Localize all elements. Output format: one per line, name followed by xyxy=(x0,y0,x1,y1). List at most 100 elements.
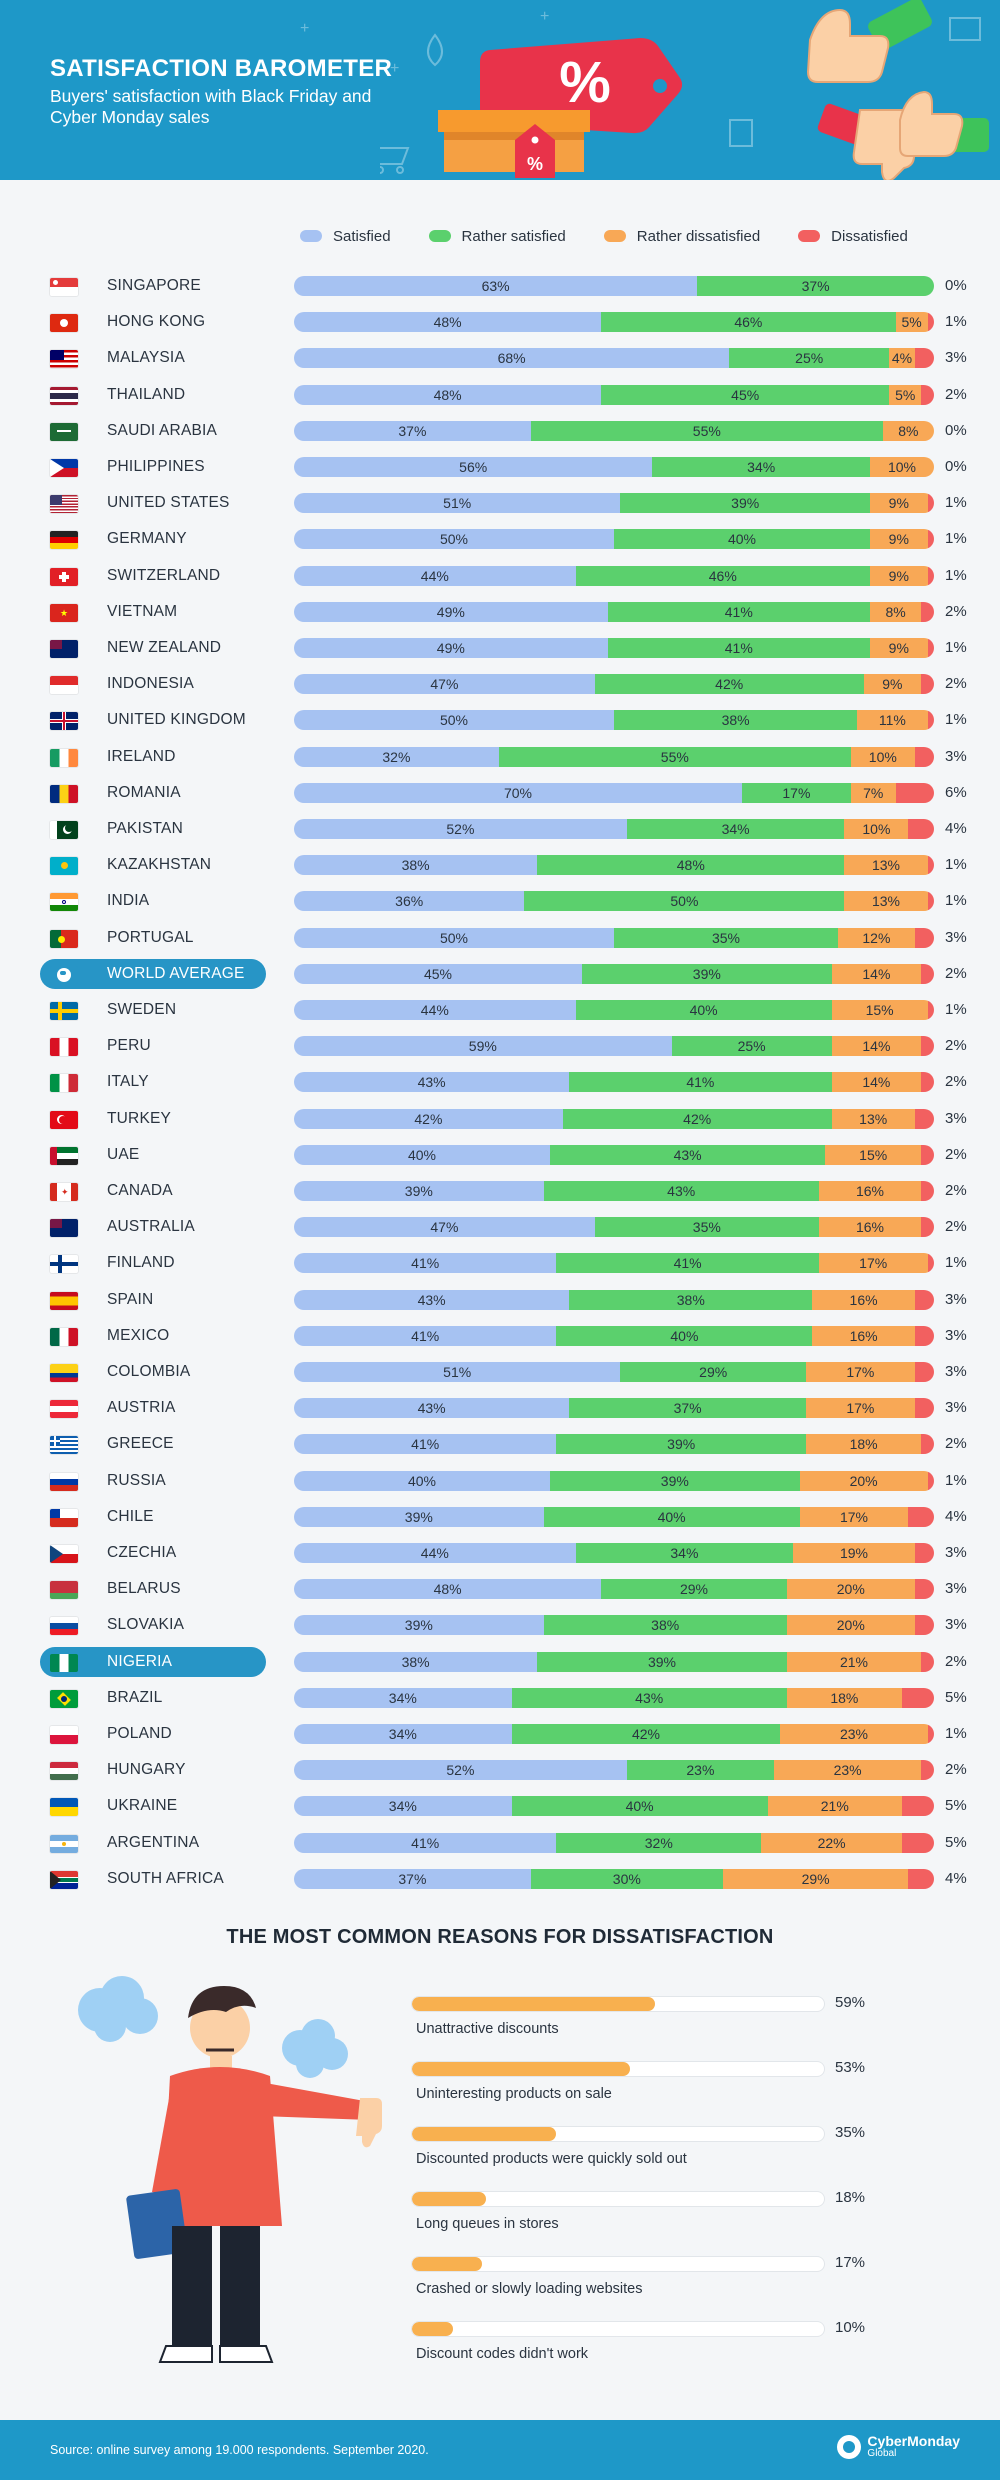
stacked-bar: 47% 42% 9% xyxy=(294,674,934,695)
flag-icon xyxy=(50,857,78,876)
flag-icon xyxy=(50,1472,78,1491)
country-row: WORLD AVERAGE 45% 39% 14% 2% xyxy=(0,956,1000,992)
satisfied-segment: 51% xyxy=(294,1362,621,1382)
country-row: HUNGARY 52% 23% 23% 2% xyxy=(0,1752,1000,1788)
sale-tag-icon: % xyxy=(480,38,683,134)
flag-icon xyxy=(50,676,78,695)
satisfied-segment: 37% xyxy=(294,1868,531,1889)
dissatisfied-segment xyxy=(901,1832,934,1853)
page-subtitle: Buyers' satisfaction with Black Friday a… xyxy=(50,86,372,127)
reason-value-label: 53% xyxy=(835,2059,866,2076)
country-name: WORLD AVERAGE xyxy=(107,964,245,982)
rather-satisfied-segment: 37% xyxy=(697,276,934,296)
dissatisfied-value-label: 2% xyxy=(945,1037,967,1055)
satisfied-segment: 39% xyxy=(294,1615,544,1636)
country-row: MEXICO 41% 40% 16% 3% xyxy=(0,1318,1000,1354)
rather-dissatisfied-segment: 22% xyxy=(761,1832,902,1853)
stacked-bar: 34% 42% 23% xyxy=(294,1724,934,1744)
country-row: TURKEY 42% 42% 13% 3% xyxy=(0,1101,1000,1137)
country-name: ARGENTINA xyxy=(107,1833,200,1851)
country-name: AUSTRALIA xyxy=(107,1218,195,1236)
country-row: SPAIN 43% 38% 16% 3% xyxy=(0,1282,1000,1318)
rather-dissatisfied-segment: 14% xyxy=(831,963,922,984)
stacked-bar: 48% 29% 20% xyxy=(294,1579,934,1600)
stacked-bar: 41% 40% 16% xyxy=(294,1325,934,1346)
country-name: BRAZIL xyxy=(107,1688,163,1706)
flag-icon xyxy=(50,784,78,803)
dissatisfied-segment xyxy=(914,348,934,369)
stacked-bar: 49% 41% 9% xyxy=(294,638,934,658)
dissatisfied-value-label: 1% xyxy=(945,1001,967,1018)
flag-icon xyxy=(50,1110,78,1129)
reasons-title: THE MOST COMMON REASONS FOR DISSATISFACT… xyxy=(226,1926,774,1948)
dissatisfied-value-label: 3% xyxy=(945,1616,967,1634)
dissatisfied-segment xyxy=(927,891,934,912)
legend-item: Satisfied xyxy=(300,228,391,245)
stacked-bar: 41% 39% 18% xyxy=(294,1434,934,1455)
country-name: IRELAND xyxy=(107,747,176,765)
legend-label: Rather dissatisfied xyxy=(636,227,761,245)
satisfied-segment: 34% xyxy=(294,1687,512,1708)
country-row: SAUDI ARABIA 37% 55% 8% 0% xyxy=(0,413,1000,449)
dissatisfied-value-label: 1% xyxy=(945,313,967,331)
rather-dissatisfied-segment: 23% xyxy=(773,1760,922,1781)
rather-satisfied-segment: 40% xyxy=(575,1000,832,1020)
rather-dissatisfied-segment: 11% xyxy=(857,710,928,731)
satisfied-segment: 48% xyxy=(294,384,602,405)
country-name: HONG KONG xyxy=(107,313,206,331)
rather-satisfied-segment: 38% xyxy=(543,1615,787,1636)
country-name: RUSSIA xyxy=(107,1471,166,1489)
reason-value-label: 10% xyxy=(835,2319,866,2336)
country-row: INDIA 36% 50% 13% 1% xyxy=(0,883,1000,919)
stacked-bar: 32% 55% 10% xyxy=(294,746,934,767)
stacked-bar: 70% 17% 7% xyxy=(294,782,934,803)
dissatisfied-value-label: 1% xyxy=(945,566,967,584)
flag-icon xyxy=(50,1146,78,1165)
dissatisfied-segment xyxy=(914,1362,934,1382)
country-name: BELARUS xyxy=(107,1580,181,1598)
rather-dissatisfied-segment: 19% xyxy=(793,1543,915,1563)
rather-dissatisfied-segment: 9% xyxy=(869,493,928,514)
country-name: NEW ZEALAND xyxy=(107,639,222,656)
header-banner: + + + SATISFACTION BAROMETER Buyers' sat… xyxy=(0,0,1000,180)
country-name: NIGERIA xyxy=(107,1652,173,1670)
reason-item: 10% Discount codes didn't work xyxy=(412,2319,912,2372)
stacked-bar: 52% 23% 23% xyxy=(294,1760,934,1781)
rather-satisfied-segment: 38% xyxy=(569,1289,813,1310)
rather-satisfied-segment: 55% xyxy=(530,420,883,441)
stacked-bar: 39% 40% 17% xyxy=(294,1506,934,1527)
country-name: AUSTRIA xyxy=(107,1399,176,1417)
satisfied-segment: 41% xyxy=(294,1832,557,1853)
dissatisfied-segment xyxy=(921,1072,934,1093)
dissatisfied-value-label: 1% xyxy=(945,530,967,548)
dissatisfied-value-label: 1% xyxy=(945,856,967,874)
reason-item: 53% Uninteresting products on sale xyxy=(412,2059,912,2112)
rather-dissatisfied-segment: 4% xyxy=(889,348,915,369)
dissatisfied-segment xyxy=(927,565,934,586)
reason-label: Discount codes didn't work xyxy=(416,2346,589,2362)
satisfied-segment: 47% xyxy=(294,674,595,695)
tag-percent-text: % xyxy=(559,50,611,115)
stacked-bar: 56% 34% 10% xyxy=(294,457,934,477)
rather-satisfied-segment: 50% xyxy=(524,891,845,912)
dissatisfied-segment xyxy=(921,1760,934,1781)
stacked-bar: 41% 41% 17% xyxy=(294,1253,934,1274)
country-name: SOUTH AFRICA xyxy=(107,1869,224,1887)
dissatisfied-value-label: 3% xyxy=(945,1399,967,1417)
satisfied-segment: 32% xyxy=(294,746,499,767)
dissatisfied-segment xyxy=(921,1181,934,1201)
rather-satisfied-segment: 25% xyxy=(729,348,890,369)
country-row: ITALY 43% 41% 14% 2% xyxy=(0,1064,1000,1100)
reason-label: Discounted products were quickly sold ou… xyxy=(416,2151,687,2167)
country-row: SWITZERLAND 44% 46% 9% 1% xyxy=(0,558,1000,594)
stacked-bar: 40% 39% 20% xyxy=(294,1470,934,1491)
country-row: SOUTH AFRICA 37% 30% 29% 4% xyxy=(0,1861,1000,1897)
country-name: GERMANY xyxy=(107,530,187,548)
flag-icon xyxy=(50,1653,78,1672)
brand-logo[interactable]: CyberMonday Global xyxy=(837,2434,960,2460)
legend-swatch xyxy=(428,230,451,242)
stacked-bar: 38% 39% 21% xyxy=(294,1651,934,1672)
reason-track xyxy=(412,2062,824,2076)
legend-item: Dissatisfied xyxy=(798,228,908,245)
country-row: IRELAND 32% 55% 10% 3% xyxy=(0,739,1000,775)
